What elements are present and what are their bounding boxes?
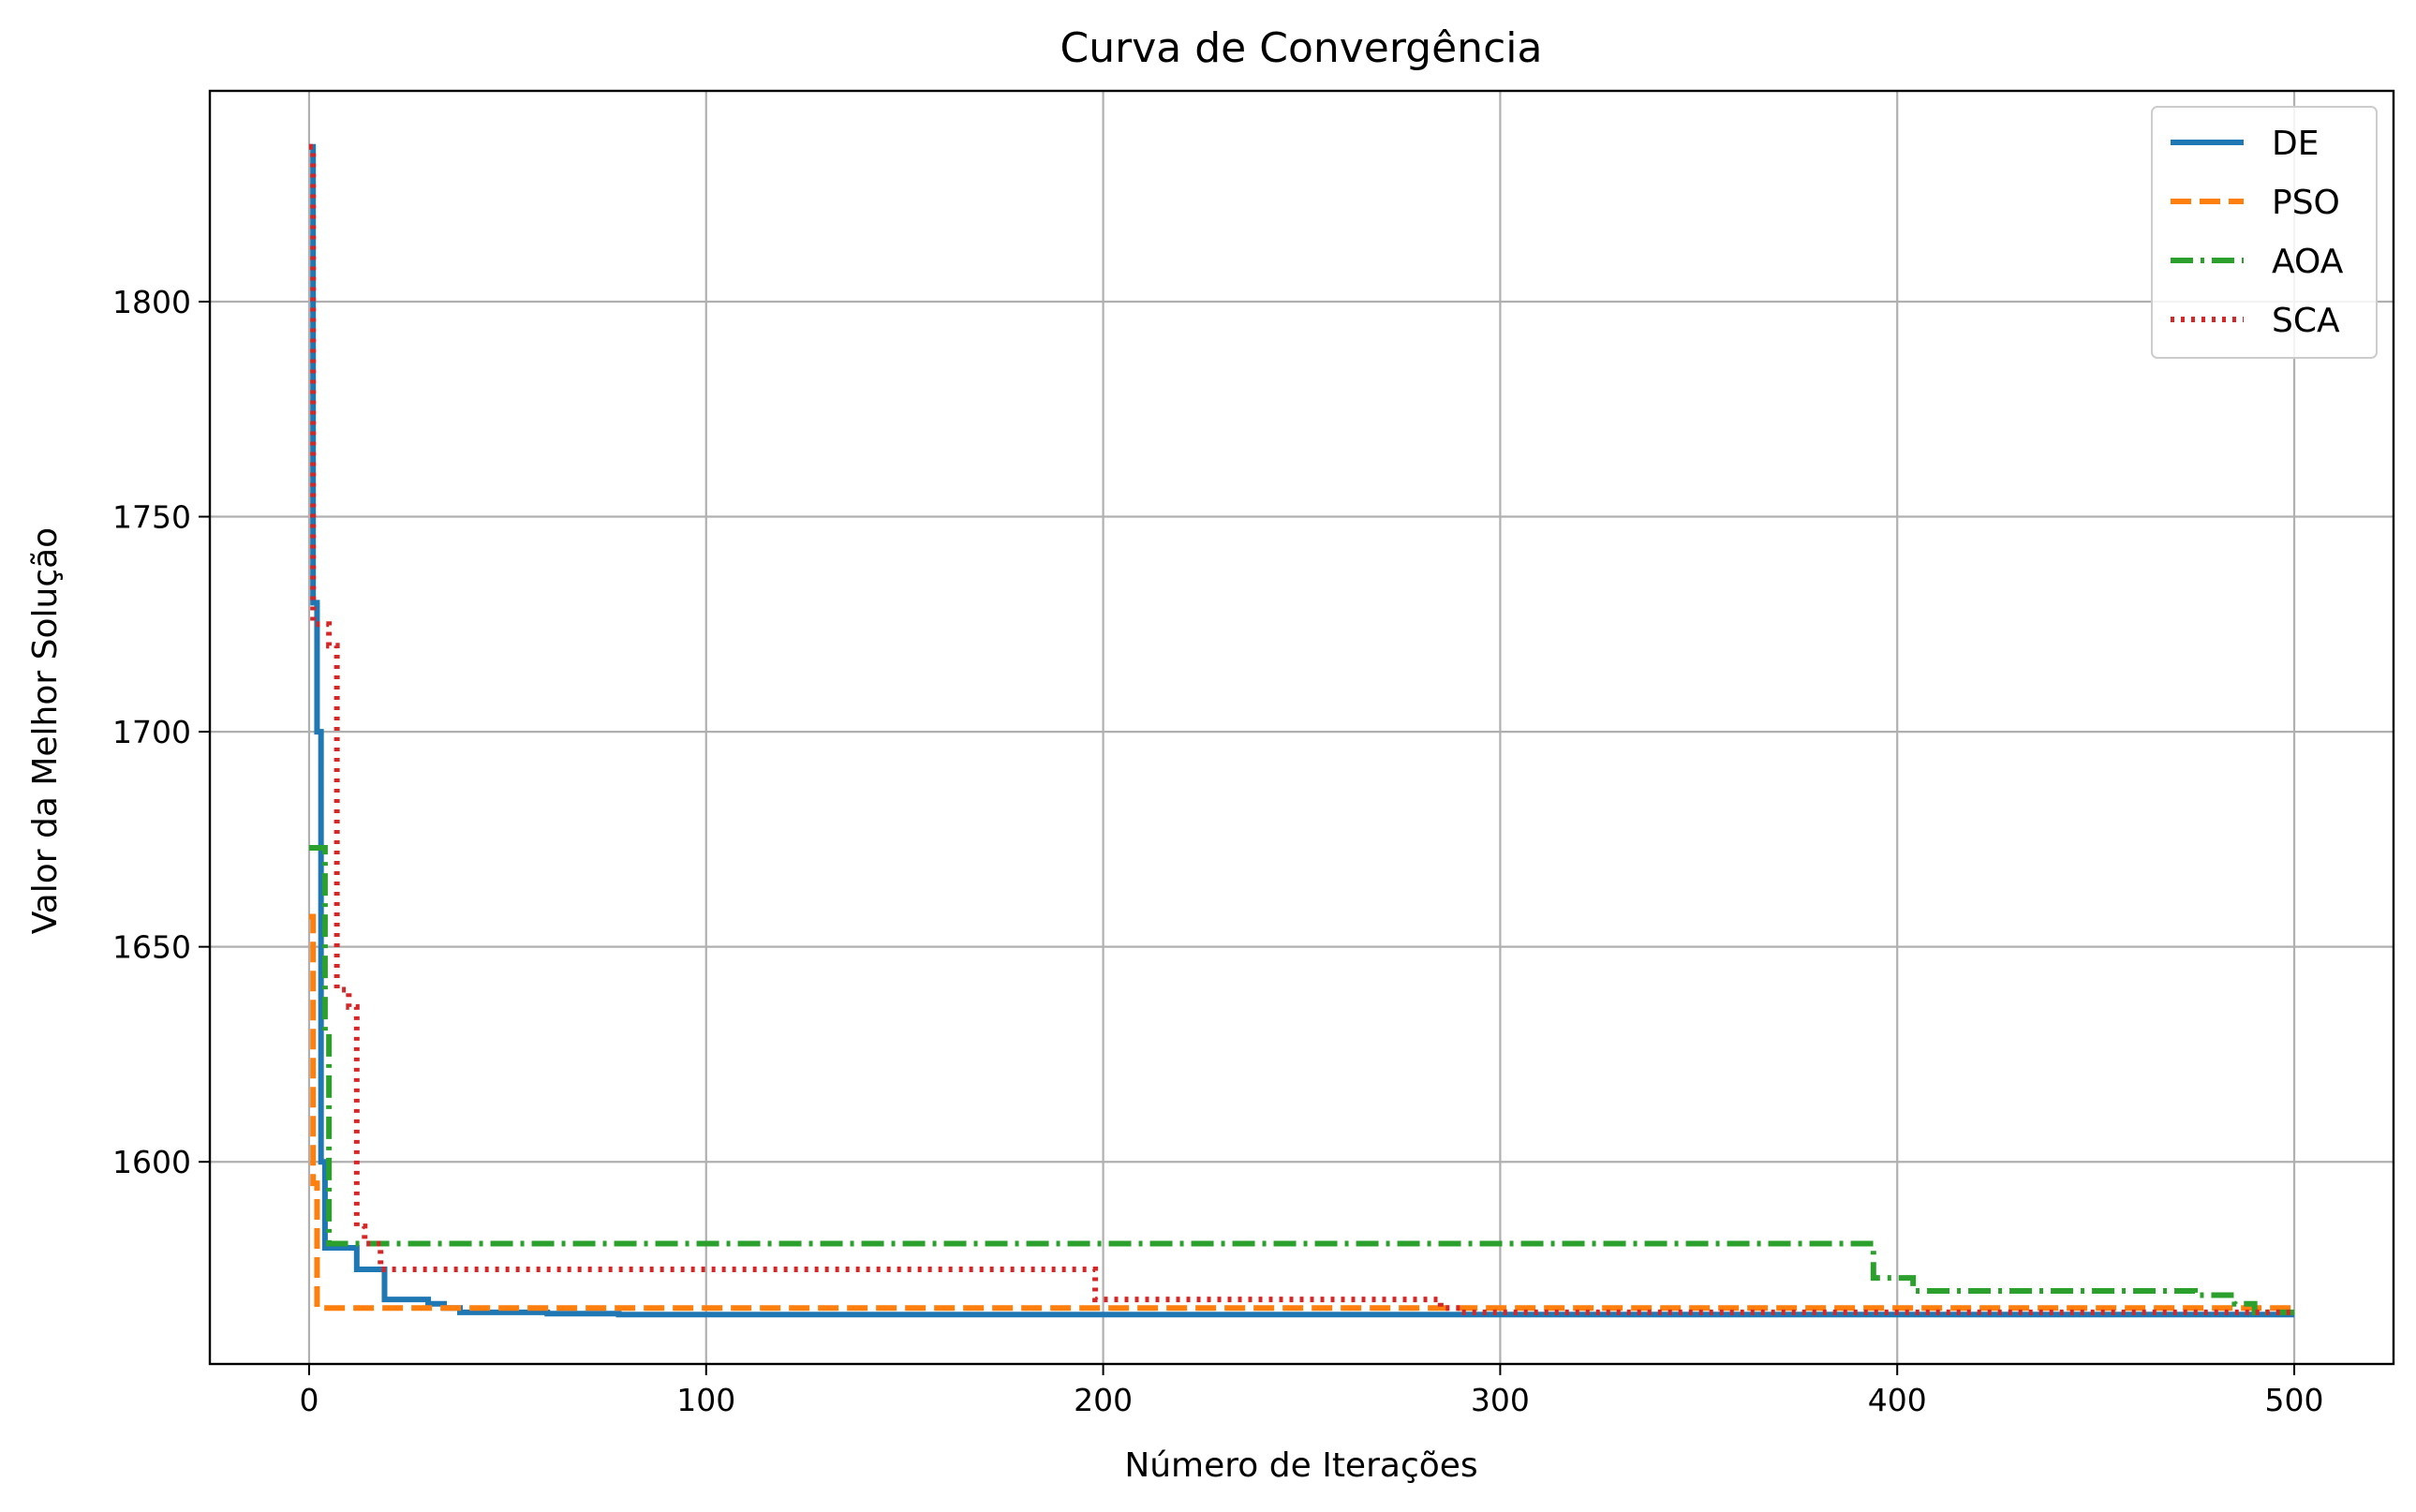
x-tick-label: 200 [1074, 1382, 1133, 1418]
chart-title: Curva de Convergência [1060, 24, 1543, 72]
x-tick-label: 100 [676, 1382, 735, 1418]
plot-frame [208, 89, 2395, 1366]
x-tick-label: 0 [299, 1382, 319, 1418]
ticks-layer: 0 100 200 300 400 500 1600 1650 1700 1750 1800 [112, 284, 2324, 1418]
legend-label-aoa: AOA [2272, 243, 2344, 281]
series-line-aoa [308, 845, 2295, 1315]
x-axis-label: Número de Iterações [1124, 1446, 1477, 1485]
y-tick-label: 1700 [112, 714, 191, 750]
x-tick-label: 500 [2265, 1382, 2324, 1418]
y-tick-label: 1750 [112, 499, 191, 536]
series-line-pso [308, 913, 2295, 1312]
y-tick-label: 1650 [112, 929, 191, 966]
legend-label-de: DE [2272, 125, 2319, 163]
y-axis-label: Valor da Melhor Solução [26, 527, 65, 934]
x-tick-label: 300 [1471, 1382, 1530, 1418]
y-tick-label: 1600 [112, 1144, 191, 1180]
legend-label-pso: PSO [2272, 184, 2340, 222]
series-line-de [308, 143, 2295, 1318]
legend-box [2151, 106, 2378, 359]
y-tick-label: 1800 [112, 284, 191, 320]
x-tick-label: 400 [1868, 1382, 1927, 1418]
legend-label-sca: SCA [2272, 302, 2340, 340]
series-line-sca [308, 143, 2295, 1315]
legend: DE PSO AOA SCA [2151, 106, 2378, 359]
series-layer [308, 143, 2295, 1318]
